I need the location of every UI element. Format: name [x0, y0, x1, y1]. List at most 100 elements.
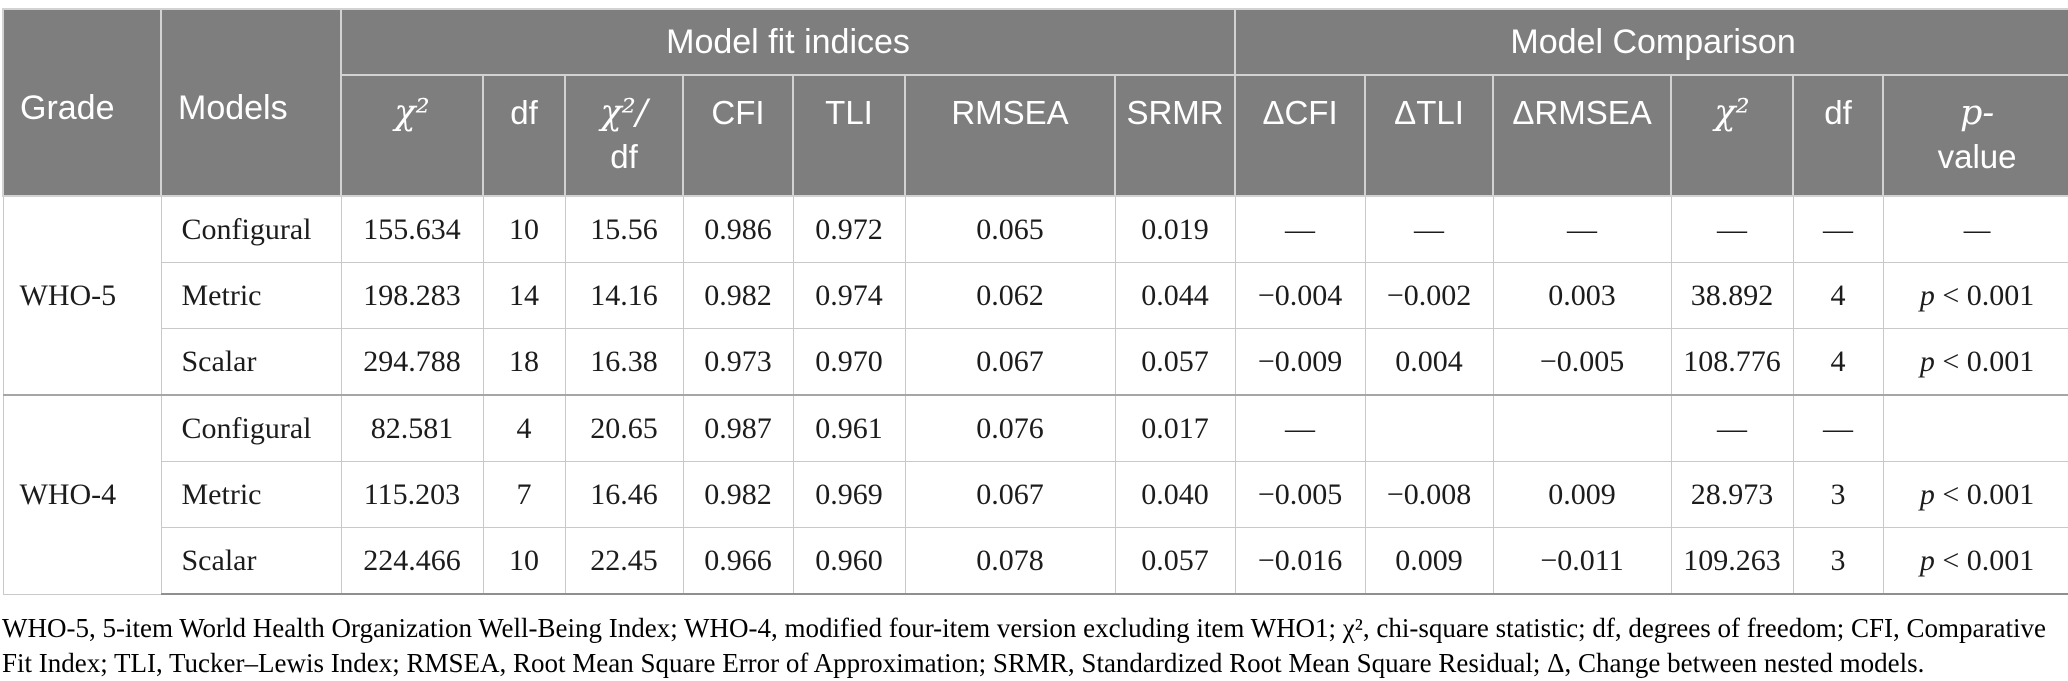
col-header-chi2-df: χ²/df — [564, 74, 684, 197]
col-header-p-value: p-value — [1882, 74, 2068, 197]
chi-squared-ratio-symbol: χ²/ — [600, 93, 648, 133]
cell-srmr: 0.040 — [1114, 461, 1236, 528]
cell-chi2: 198.283 — [340, 262, 484, 329]
cell-model: Scalar — [160, 328, 342, 396]
cell-chi2: 155.634 — [340, 195, 484, 263]
cell-srmr: 0.057 — [1114, 328, 1236, 396]
table-row: Metric 198.283 14 14.16 0.982 0.974 0.06… — [3, 262, 2068, 329]
cell-p-value: p < 0.001 — [1882, 527, 2068, 595]
cell-delta-cfi: −0.009 — [1234, 328, 1366, 396]
col-header-df-comparison: df — [1792, 74, 1885, 197]
cell-srmr: 0.044 — [1114, 262, 1236, 329]
cell-delta-tli: −0.002 — [1364, 262, 1494, 329]
cell-tli: 0.969 — [792, 461, 906, 528]
cell-chi2-comparison: 109.263 — [1670, 527, 1794, 595]
table-row: WHO-5 Configural 155.634 10 15.56 0.986 … — [2, 195, 2068, 396]
cell-rmsea: 0.067 — [904, 461, 1116, 528]
cell-cfi: 0.966 — [682, 527, 794, 595]
cell-delta-tli: 0.009 — [1364, 527, 1494, 595]
cell-delta-tli — [1364, 394, 1494, 462]
cell-tli: 0.961 — [792, 394, 906, 462]
header-row-groups: Grade Models Model fit indices Model Com… — [2, 8, 2068, 197]
cell-cfi: 0.986 — [682, 195, 794, 263]
cell-df-comparison: 4 — [1792, 328, 1884, 396]
cell-delta-tli: 0.004 — [1364, 328, 1494, 396]
header-row-subcolumns: χ² df χ²/df CFI TLI RMSEA SRMR ΔCFI ΔTLI… — [3, 74, 2068, 197]
cell-chi2: 82.581 — [340, 394, 484, 462]
cell-delta-cfi: −0.004 — [1234, 262, 1366, 329]
col-header-grade: Grade — [2, 8, 162, 197]
cell-chi2-df: 16.46 — [564, 461, 684, 528]
cell-chi2: 224.466 — [340, 527, 484, 595]
cell-tli: 0.960 — [792, 527, 906, 595]
cell-delta-rmsea: −0.005 — [1492, 328, 1672, 396]
cell-delta-rmsea: −0.011 — [1492, 527, 1672, 595]
grade-cell-who4: WHO-4 — [2, 394, 162, 595]
col-header-delta-cfi: ΔCFI — [1234, 74, 1367, 197]
cell-p-value: p < 0.001 — [1882, 328, 2068, 396]
cell-rmsea: 0.076 — [904, 394, 1116, 462]
cell-df-comparison: 3 — [1792, 461, 1884, 528]
cell-delta-cfi: — — [1234, 195, 1366, 263]
table-footnote: WHO-5, 5-item World Health Organization … — [2, 613, 2046, 679]
table-row: Metric 115.203 7 16.46 0.982 0.969 0.067… — [3, 461, 2068, 528]
cell-srmr: 0.019 — [1114, 195, 1236, 263]
cell-df: 4 — [482, 394, 566, 462]
p-value-label: value — [1937, 137, 2017, 175]
cell-chi2: 294.788 — [340, 328, 484, 396]
cell-df-comparison: 4 — [1792, 262, 1884, 329]
cell-srmr: 0.017 — [1114, 394, 1236, 462]
cell-rmsea: 0.065 — [904, 195, 1116, 263]
col-header-delta-tli: ΔTLI — [1364, 74, 1495, 197]
cell-delta-tli: — — [1364, 195, 1494, 263]
cell-chi2-df: 20.65 — [564, 394, 684, 462]
cell-rmsea: 0.067 — [904, 328, 1116, 396]
cell-delta-rmsea: 0.009 — [1492, 461, 1672, 528]
cell-df: 7 — [482, 461, 566, 528]
cell-cfi: 0.973 — [682, 328, 794, 396]
table-row: Scalar 224.466 10 22.45 0.966 0.960 0.07… — [3, 527, 2068, 595]
cell-chi2-comparison: 28.973 — [1670, 461, 1794, 528]
cell-p-value: p < 0.001 — [1882, 262, 2068, 329]
cell-srmr: 0.057 — [1114, 527, 1236, 595]
cell-df: 14 — [482, 262, 566, 329]
chi-squared-symbol: χ² — [1714, 93, 1750, 133]
col-header-srmr: SRMR — [1113, 74, 1237, 197]
col-header-delta-rmsea: ΔRMSEA — [1492, 74, 1673, 197]
cell-delta-tli: −0.008 — [1364, 461, 1494, 528]
cell-cfi: 0.982 — [682, 262, 794, 329]
cell-cfi: 0.987 — [682, 394, 794, 462]
cell-rmsea: 0.078 — [904, 527, 1116, 595]
p-value-symbol: p- — [1959, 93, 1995, 133]
cell-delta-rmsea: — — [1492, 195, 1672, 263]
cell-model: Metric — [160, 262, 342, 329]
cell-df: 18 — [482, 328, 566, 396]
cell-chi2-comparison: 38.892 — [1670, 262, 1794, 329]
cell-cfi: 0.982 — [682, 461, 794, 528]
cell-df-comparison: — — [1792, 195, 1884, 263]
col-header-chi2-comparison: χ² — [1670, 74, 1795, 197]
col-header-rmsea: RMSEA — [904, 74, 1116, 197]
cell-chi2-df: 22.45 — [564, 527, 684, 595]
cell-delta-rmsea: 0.003 — [1492, 262, 1672, 329]
col-header-df: df — [482, 74, 566, 197]
table-row: Scalar 294.788 18 16.38 0.973 0.970 0.06… — [3, 328, 2068, 396]
cell-chi2-df: 15.56 — [564, 195, 684, 263]
group-header-model-comparison: Model Comparison — [1234, 8, 2068, 76]
cell-tli: 0.974 — [792, 262, 906, 329]
col-header-chi2: χ² — [340, 74, 484, 197]
cell-df: 10 — [482, 527, 566, 595]
cell-delta-cfi: −0.005 — [1234, 461, 1366, 528]
col-header-models: Models — [160, 8, 342, 197]
cell-model: Scalar — [160, 527, 342, 595]
group-header-model-fit-indices: Model fit indices — [339, 8, 1237, 76]
cell-df: 10 — [482, 195, 566, 263]
measurement-invariance-table: Grade Models Model fit indices Model Com… — [2, 8, 2068, 595]
cell-p-value: p < 0.001 — [1882, 461, 2068, 528]
cell-p-value — [1882, 394, 2068, 462]
cell-p-value: — — [1882, 195, 2068, 263]
grade-cell-who5: WHO-5 — [2, 195, 162, 396]
cell-tli: 0.972 — [792, 195, 906, 263]
cell-df-comparison: — — [1792, 394, 1884, 462]
cell-model: Configural — [160, 195, 342, 263]
